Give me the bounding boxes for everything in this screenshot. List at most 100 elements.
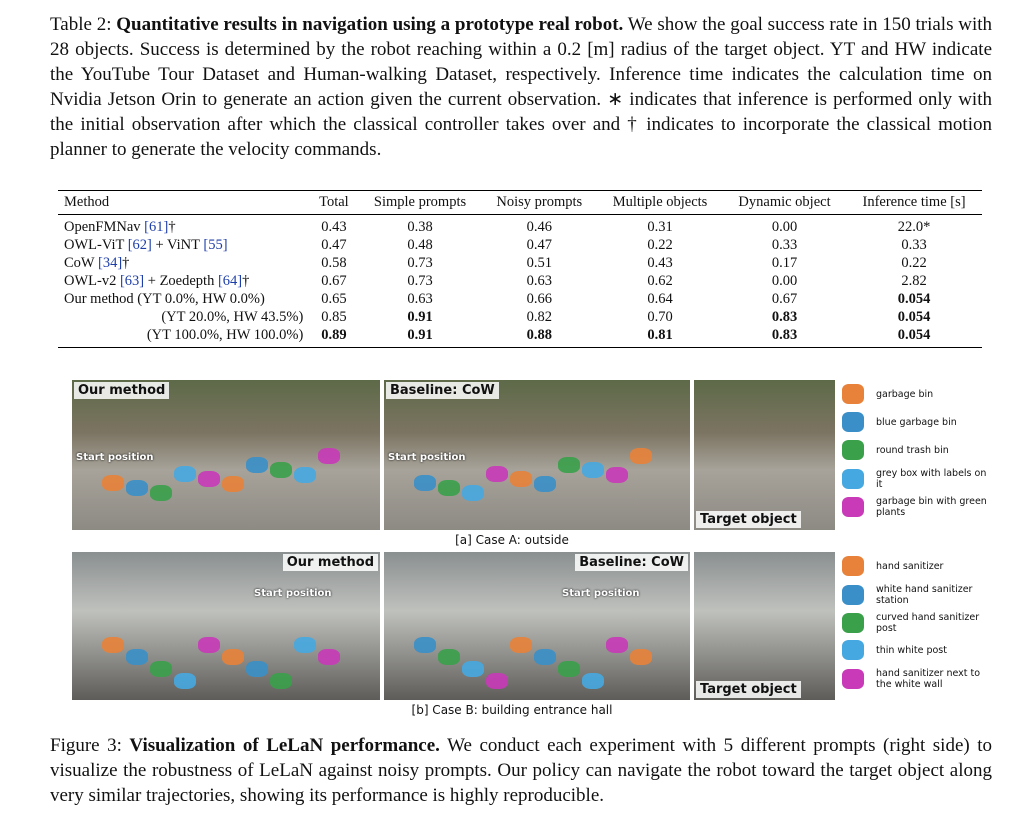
photo-panel: Start position Our method: [72, 552, 380, 700]
legend-icon: [842, 440, 864, 460]
value-cell: 0.47: [321, 237, 347, 253]
trajectory-marker: [126, 480, 148, 496]
value-cell: 0.00: [771, 219, 798, 235]
value-cell: 0.33: [901, 237, 927, 253]
legend-text: white hand sanitizer station: [876, 584, 973, 606]
value-cell: 0.91: [407, 309, 433, 325]
trajectory-marker: [150, 661, 172, 677]
value-cell: 0.73: [407, 255, 433, 271]
trajectory-marker: [510, 471, 532, 487]
legend-icon: [842, 497, 864, 517]
value-cell: 0.43: [647, 255, 673, 271]
caption-label: Figure 3:: [50, 735, 122, 756]
value-cell: 2.82: [901, 273, 927, 289]
value-cell: 0.58: [321, 255, 347, 271]
trajectory-marker: [294, 467, 316, 483]
table-row: Our method (YT 0.0%, HW 0.0%) 0.65 0.63 0.6…: [58, 290, 982, 308]
value-cell: 0.43: [321, 219, 347, 235]
caption-text: We show the goal success rate in 150 tri…: [50, 14, 993, 160]
method-cell: Our method (YT 0.0%, HW 0.0%): [64, 291, 265, 307]
column-header: Noisy prompts: [481, 190, 598, 215]
trajectory-marker: [630, 448, 652, 464]
legend-text: garbage bin: [876, 388, 934, 400]
value-cell: 0.054: [897, 291, 931, 307]
table-row: OpenFMNav [61]† 0.43 0.38 0.46 0.31 0.00 22.0*: [58, 215, 982, 237]
trajectory-marker: [318, 649, 340, 665]
trajectory-marker: [198, 471, 220, 487]
photo-panel: Target object: [694, 552, 835, 700]
value-cell: 0.66: [526, 291, 552, 307]
legend-item: curved hand sanitizer post: [842, 612, 992, 634]
value-cell: 0.054: [846, 326, 982, 348]
column-header: Multiple objects: [597, 190, 723, 215]
legend-item: round trash bin: [842, 440, 992, 460]
table-row: (YT 100.0%, HW 100.0%) 0.89 0.91 0.88 0.81 0.…: [58, 326, 982, 348]
start-label: Start position: [254, 588, 332, 599]
trajectory-marker: [102, 637, 124, 653]
column-header: Simple prompts: [358, 190, 482, 215]
value-cell: 0.38: [407, 219, 433, 235]
value-cell: 0.62: [647, 273, 673, 289]
value-cell: 0.64: [647, 291, 673, 307]
trajectory-marker: [198, 637, 220, 653]
trajectory-marker: [534, 476, 556, 492]
legend-item: thin white post: [842, 640, 992, 660]
trajectory-marker: [102, 475, 124, 491]
photo-panel: Target object: [694, 380, 835, 530]
value-cell: 0.81: [597, 326, 723, 348]
column-header: Dynamic object: [722, 190, 847, 215]
caption-title: Quantitative results in navigation using…: [116, 14, 624, 35]
trajectory-marker: [270, 462, 292, 478]
figure-caption: Figure 3: Visualization of LeLaN perform…: [50, 733, 992, 808]
start-label: Start position: [562, 588, 640, 599]
trajectory-marker: [630, 649, 652, 665]
panel-label: Baseline: CoW: [386, 382, 499, 399]
legend-item: garbage bin: [842, 384, 992, 404]
photo-panel: Start position Our method: [72, 380, 380, 530]
value-cell: 0.73: [407, 273, 433, 289]
photo-panel: Start position Baseline: CoW: [384, 552, 690, 700]
value-cell: 0.70: [647, 309, 673, 325]
value-cell: 0.83: [722, 326, 847, 348]
method-cell: OWL-v2 [63] + Zoedepth [64]†: [64, 273, 250, 289]
legend-icon: [842, 469, 864, 489]
trajectory-marker: [174, 466, 196, 482]
value-cell: 0.17: [771, 255, 798, 271]
photo-panel: Start position Baseline: CoW: [384, 380, 690, 530]
table-caption: Table 2: Quantitative results in navigat…: [50, 12, 992, 162]
panel-label: Target object: [696, 681, 801, 698]
legend-icon: [842, 669, 864, 689]
trajectory-marker: [318, 448, 340, 464]
value-cell: 0.67: [771, 291, 798, 307]
trajectory-marker: [174, 673, 196, 689]
value-cell: 0.47: [526, 237, 552, 253]
method-cell: OpenFMNav [61]†: [64, 219, 176, 235]
value-cell: 0.65: [321, 291, 347, 307]
value-cell: 0.00: [771, 273, 798, 289]
trajectory-marker: [462, 661, 484, 677]
table-row: (YT 20.0%, HW 43.5%) 0.85 0.91 0.82 0.70 0.83…: [58, 308, 982, 326]
trajectory-marker: [534, 649, 556, 665]
panel-label: Target object: [696, 511, 801, 528]
trajectory-marker: [246, 457, 268, 473]
trajectory-marker: [462, 485, 484, 501]
trajectory-marker: [582, 673, 604, 689]
caption-text: We conduct each experiment with 5 differ…: [50, 735, 993, 806]
value-cell: 22.0*: [897, 219, 931, 235]
value-cell: 0.054: [897, 309, 931, 325]
trajectory-marker: [414, 637, 436, 653]
column-header: Inference time [s]: [846, 190, 982, 215]
legend-item: blue garbage bin: [842, 412, 992, 432]
value-cell: 0.22: [901, 255, 927, 271]
trajectory-marker: [294, 637, 316, 653]
value-cell: 0.22: [647, 237, 673, 253]
table-row: CoW [34]† 0.58 0.73 0.51 0.43 0.17 0.22: [58, 254, 982, 272]
value-cell: 0.48: [407, 237, 433, 253]
trajectory-marker: [438, 480, 460, 496]
trajectory-marker: [150, 485, 172, 501]
trajectory-marker: [558, 661, 580, 677]
trajectory-marker: [606, 467, 628, 483]
value-cell: 0.33: [771, 237, 798, 253]
trajectory-marker: [510, 637, 532, 653]
panel-label: Our method: [74, 382, 170, 399]
